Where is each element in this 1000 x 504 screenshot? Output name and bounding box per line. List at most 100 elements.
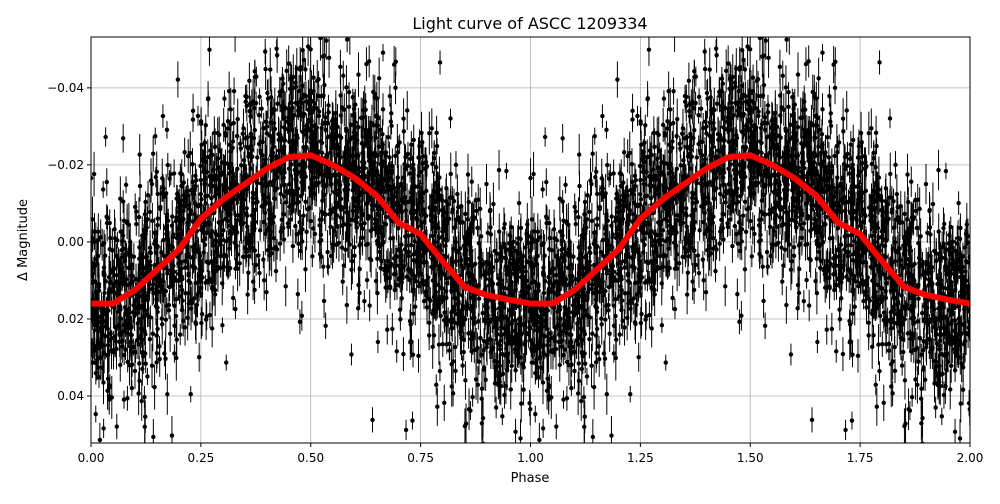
data-point xyxy=(705,91,709,95)
data-point xyxy=(329,146,333,150)
data-point xyxy=(231,139,235,143)
data-point xyxy=(603,317,607,321)
data-point xyxy=(338,65,342,69)
data-point xyxy=(323,120,327,124)
data-point xyxy=(852,239,856,243)
data-point xyxy=(723,284,727,288)
data-point xyxy=(484,260,488,264)
data-point xyxy=(527,401,531,405)
data-point xyxy=(633,320,637,324)
data-point xyxy=(671,121,675,125)
data-point xyxy=(815,340,819,344)
data-point xyxy=(685,224,689,228)
data-point xyxy=(478,336,482,340)
data-point xyxy=(924,260,928,264)
data-point xyxy=(137,215,141,219)
data-point xyxy=(762,120,766,124)
data-point xyxy=(255,155,259,159)
data-point xyxy=(341,74,345,78)
data-point xyxy=(874,383,878,387)
data-point xyxy=(409,243,413,247)
data-point xyxy=(178,332,182,336)
data-point xyxy=(284,284,288,288)
data-point xyxy=(405,108,409,112)
data-point xyxy=(834,349,838,353)
data-point xyxy=(303,200,307,204)
data-point xyxy=(549,349,553,353)
data-point xyxy=(434,383,438,387)
data-point xyxy=(325,250,329,254)
data-point xyxy=(204,123,208,127)
data-point xyxy=(672,31,676,35)
data-point xyxy=(893,345,897,349)
data-point xyxy=(137,361,141,365)
data-point xyxy=(128,240,132,244)
data-point xyxy=(146,290,150,294)
data-point xyxy=(687,109,691,113)
data-point xyxy=(766,56,770,60)
data-point xyxy=(895,192,899,196)
data-point xyxy=(427,320,431,324)
data-point xyxy=(583,361,587,365)
data-point xyxy=(861,299,865,303)
data-point xyxy=(153,134,157,138)
data-point xyxy=(730,244,734,248)
data-point xyxy=(848,157,852,161)
data-point xyxy=(792,141,796,145)
data-point xyxy=(133,369,137,373)
data-point xyxy=(639,312,643,316)
data-point xyxy=(257,113,261,117)
data-point xyxy=(481,441,485,445)
data-point xyxy=(851,138,855,142)
data-point xyxy=(921,367,925,371)
data-point xyxy=(797,291,801,295)
data-point xyxy=(888,172,892,176)
data-point xyxy=(743,94,747,98)
data-point xyxy=(608,172,612,176)
data-point xyxy=(404,243,408,247)
data-point xyxy=(703,120,707,124)
data-point xyxy=(519,401,523,405)
data-point xyxy=(109,349,113,353)
data-point xyxy=(703,67,707,71)
data-point xyxy=(695,155,699,159)
data-point xyxy=(295,66,299,70)
data-point xyxy=(245,292,249,296)
data-point xyxy=(137,152,141,156)
data-point xyxy=(847,319,851,323)
data-point xyxy=(790,259,794,263)
data-point xyxy=(445,489,449,493)
data-point xyxy=(699,106,703,110)
data-point xyxy=(427,131,431,135)
data-point xyxy=(257,271,261,275)
data-point xyxy=(430,126,434,130)
data-point xyxy=(412,138,416,142)
data-point xyxy=(199,197,203,201)
data-point xyxy=(158,357,162,361)
data-point xyxy=(835,144,839,148)
data-point xyxy=(642,140,646,144)
data-point xyxy=(580,235,584,239)
data-point xyxy=(231,296,235,300)
data-point xyxy=(432,151,436,155)
data-point xyxy=(953,368,957,372)
data-point xyxy=(853,305,857,309)
data-point xyxy=(513,368,517,372)
data-point xyxy=(778,93,782,97)
data-point xyxy=(696,113,700,117)
data-point xyxy=(787,30,791,34)
data-point xyxy=(233,31,237,35)
data-point xyxy=(597,357,601,361)
data-point xyxy=(797,267,801,271)
data-point xyxy=(356,306,360,310)
data-point xyxy=(832,288,836,292)
data-point xyxy=(148,210,152,214)
data-point xyxy=(718,229,722,233)
data-point xyxy=(572,369,576,373)
data-point xyxy=(602,351,606,355)
data-point xyxy=(959,401,963,405)
data-point xyxy=(531,172,535,176)
data-point xyxy=(769,146,773,150)
